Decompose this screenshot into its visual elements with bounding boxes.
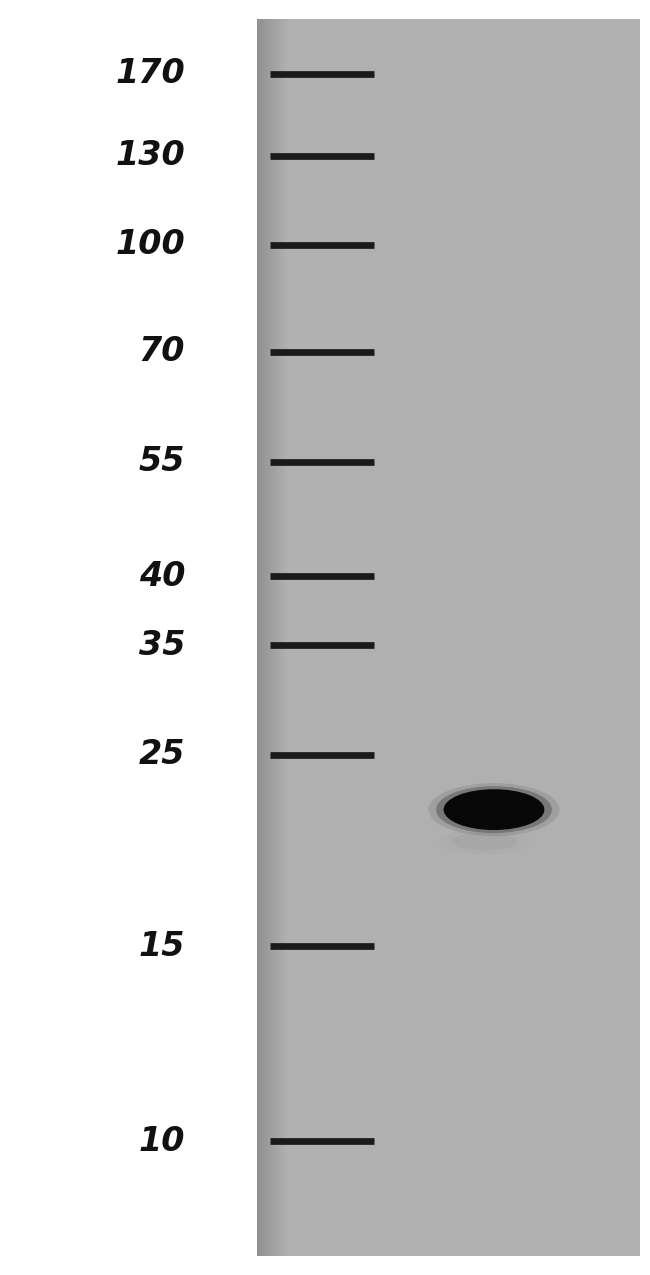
Text: 55: 55 (138, 445, 185, 478)
Text: 100: 100 (116, 228, 185, 261)
Bar (263, 19, 264, 1256)
Bar (259, 19, 260, 1256)
Bar (281, 19, 282, 1256)
Bar (262, 19, 263, 1256)
Bar (271, 19, 272, 1256)
Text: 15: 15 (138, 929, 185, 963)
Text: 10: 10 (138, 1125, 185, 1158)
Ellipse shape (443, 789, 545, 830)
Bar (283, 19, 284, 1256)
Bar (268, 19, 269, 1256)
Bar (284, 19, 285, 1256)
Bar (274, 19, 275, 1256)
Text: 170: 170 (116, 57, 185, 91)
Ellipse shape (436, 787, 552, 833)
Bar (270, 19, 271, 1256)
Bar (258, 19, 259, 1256)
Ellipse shape (439, 829, 530, 854)
Bar (257, 19, 258, 1256)
Bar (277, 19, 278, 1256)
Text: 130: 130 (116, 139, 185, 172)
FancyBboxPatch shape (257, 19, 640, 1256)
Bar (264, 19, 265, 1256)
Ellipse shape (428, 783, 560, 836)
Bar (260, 19, 261, 1256)
Bar (269, 19, 270, 1256)
Bar (267, 19, 268, 1256)
Text: 70: 70 (138, 335, 185, 368)
Bar (280, 19, 281, 1256)
Bar (282, 19, 283, 1256)
Ellipse shape (452, 833, 517, 850)
Bar (265, 19, 266, 1256)
Bar (276, 19, 277, 1256)
Bar (261, 19, 262, 1256)
Bar (275, 19, 276, 1256)
Bar (278, 19, 280, 1256)
Bar (285, 19, 287, 1256)
Bar (273, 19, 274, 1256)
Text: 25: 25 (138, 738, 185, 771)
Bar (272, 19, 273, 1256)
Text: 35: 35 (138, 629, 185, 662)
Text: 40: 40 (138, 560, 185, 593)
Bar (266, 19, 267, 1256)
